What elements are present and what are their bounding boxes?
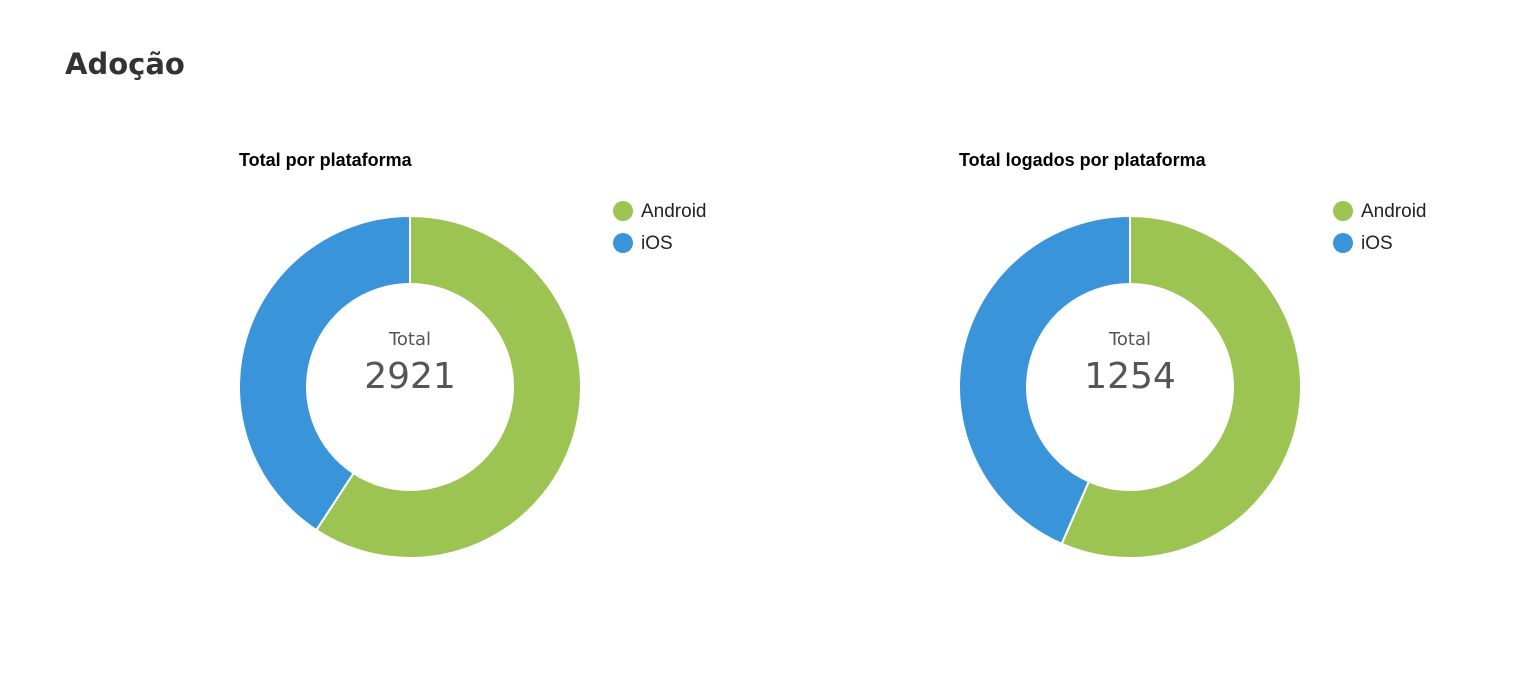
chart-title: Total por plataforma: [239, 150, 413, 170]
legend-label: Android: [1361, 201, 1427, 222]
legend-label: iOS: [641, 233, 673, 254]
donut-slice: [238, 214, 411, 532]
donut-slice: [314, 214, 582, 559]
center-total: 1254: [1084, 356, 1176, 397]
legend-marker: [1333, 233, 1353, 253]
center-label: Total: [1108, 329, 1151, 350]
legend-marker: [613, 201, 633, 221]
legend-marker: [613, 233, 633, 253]
center-label: Total: [388, 329, 431, 350]
page-title: Adoção: [65, 47, 185, 81]
legend-label: iOS: [1361, 233, 1393, 254]
donut-slice: [1060, 214, 1302, 559]
legend-label: Android: [641, 201, 707, 222]
legend-marker: [1333, 201, 1353, 221]
center-total: 2921: [364, 356, 456, 397]
donut-slice: [958, 214, 1131, 546]
chart-title: Total logados por plataforma: [959, 150, 1207, 170]
